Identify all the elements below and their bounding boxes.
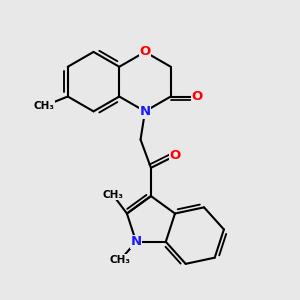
Text: O: O — [192, 90, 203, 103]
Text: O: O — [140, 45, 151, 58]
Text: O: O — [169, 149, 181, 162]
Text: CH₃: CH₃ — [102, 190, 123, 200]
Text: CH₃: CH₃ — [110, 255, 131, 265]
Text: CH₃: CH₃ — [34, 101, 55, 111]
Text: N: N — [130, 235, 142, 248]
Text: N: N — [140, 105, 151, 118]
